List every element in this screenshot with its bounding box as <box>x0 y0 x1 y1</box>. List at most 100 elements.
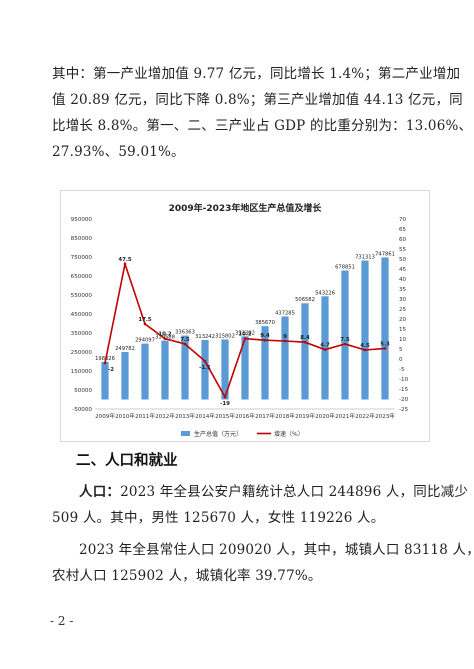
x-tick-label: 2018年 <box>275 412 295 420</box>
bar-value-labels: 1983262497822940973105883363633132423158… <box>95 251 395 361</box>
bar <box>321 296 329 400</box>
bar-value-label: 385670 <box>255 320 275 326</box>
bar-value-label: 543226 <box>315 290 335 296</box>
y-left-tick-label: 750000 <box>71 255 93 261</box>
growth-point <box>103 361 107 365</box>
growth-value-label: -1.1 <box>199 365 211 371</box>
y-left-tick-label: 550000 <box>71 293 93 299</box>
y-right-tick-label: -20 <box>399 397 409 403</box>
x-tick-label: 2010年 <box>115 412 135 420</box>
x-tick-label: 2012年 <box>155 412 175 420</box>
growth-point <box>123 262 127 266</box>
y-left-tick-label: 950000 <box>71 217 93 223</box>
x-tick-label: 2017年 <box>255 412 275 420</box>
y-right-tick-label: 50 <box>399 257 407 263</box>
growth-point <box>143 322 147 326</box>
bar <box>221 339 229 400</box>
bar-value-label: 315802 <box>215 333 235 339</box>
y-left-tick-label: 250000 <box>71 350 93 356</box>
growth-value-label: 9 <box>283 334 287 340</box>
x-tick-label: 2019年 <box>295 412 315 420</box>
y-right-tick-label: 15 <box>399 327 407 333</box>
y-right-tick-label: 25 <box>399 307 407 313</box>
y-right-tick-label: 60 <box>399 237 407 243</box>
text-segment: 2023 年全县公安户籍统计总人口 244896 人，同比减少 <box>120 484 469 500</box>
bar-value-label: 198326 <box>95 356 115 362</box>
growth-value-label: 8.4 <box>300 335 310 341</box>
y-right-tick-label: 65 <box>399 227 407 233</box>
growth-value-label: 9.4 <box>260 333 270 339</box>
growth-value-label: 7.5 <box>180 337 190 343</box>
x-tick-label: 2022年 <box>355 412 375 420</box>
bar <box>201 339 209 400</box>
bar <box>241 336 249 400</box>
bar-value-label: 313242 <box>195 334 215 340</box>
text-line: 其中：第一产业增加值 9.77 亿元，同比增长 1.4%；第二产业增加 <box>52 66 461 82</box>
section-heading: 二、人口和就业 <box>76 453 178 469</box>
growth-value-label: 4.7 <box>320 343 330 349</box>
bar <box>141 343 149 400</box>
bar <box>341 270 349 400</box>
growth-point <box>343 342 347 346</box>
y-left-tick-label: 350000 <box>71 331 93 337</box>
text-line: 农村人口 125902 人，城镇化率 39.77%。 <box>52 568 322 584</box>
x-tick-label: 2014年 <box>195 412 215 420</box>
bar-value-label: 731313 <box>355 255 375 261</box>
growth-point <box>283 339 287 343</box>
growth-point <box>323 348 327 351</box>
bar-value-label: 506582 <box>295 297 315 303</box>
growth-point <box>163 337 167 340</box>
x-tick-label: 2023年 <box>375 412 395 420</box>
growth-value-label: 10.2 <box>158 332 172 338</box>
bar <box>121 352 129 400</box>
growth-point <box>383 347 387 350</box>
chart-legend: 生产总值（万元） 增速（%） <box>181 430 304 438</box>
growth-line-series <box>103 260 387 399</box>
bar-value-label: 437285 <box>275 310 295 316</box>
y-right-tick-label: 45 <box>399 267 407 273</box>
bar-value-label: 249782 <box>115 346 135 352</box>
y-right-tick-label: 30 <box>399 297 407 303</box>
x-tick-label: 2013年 <box>175 412 195 420</box>
y-left-tick-label: -50000 <box>72 407 92 413</box>
y-left-tick-label: 50000 <box>74 388 92 394</box>
y-right-tick-label: 10 <box>399 337 407 343</box>
x-tick-label: 2020年 <box>315 412 335 420</box>
y-right-tick-label: 70 <box>399 217 407 223</box>
bar <box>281 316 289 400</box>
growth-point <box>183 342 187 346</box>
growth-point <box>243 337 247 340</box>
growth-point <box>223 395 227 399</box>
text-line: 比增长 8.8%。第一、二、三产业占 GDP 的比重分别为：13.06%、 <box>52 118 473 134</box>
bar-value-label: 747861 <box>375 251 395 257</box>
y-right-tick-label: -10 <box>399 377 409 383</box>
right-axis: 7065605550454035302520151050-5-10-15-20-… <box>399 217 409 413</box>
growth-point <box>363 348 367 352</box>
bar <box>101 361 109 400</box>
x-tick-label: 2015年 <box>215 412 235 420</box>
legend-line-label: 增速（%） <box>274 430 304 438</box>
y-right-tick-label: -25 <box>399 407 409 413</box>
bar-value-label: 336363 <box>175 330 195 336</box>
y-right-tick-label: 5 <box>399 347 403 353</box>
x-tick-label: 2021年 <box>335 412 355 420</box>
growth-point <box>203 359 207 363</box>
growth-point <box>263 338 267 342</box>
growth-value-label: 47.5 <box>118 257 132 263</box>
legend-bar-swatch <box>181 431 190 436</box>
y-left-tick-label: 850000 <box>71 236 93 242</box>
growth-value-label: 10.2 <box>238 332 252 338</box>
growth-value-label: 5.3 <box>380 341 390 347</box>
growth-value-label: 17.5 <box>138 317 152 323</box>
growth-value-label: -2 <box>108 367 114 373</box>
bar <box>161 340 169 400</box>
growth-value-label: 4.5 <box>360 343 370 349</box>
population-label: 人口： <box>79 484 121 500</box>
y-right-tick-label: 35 <box>399 287 407 293</box>
y-right-tick-label: 20 <box>399 317 407 323</box>
text-line: 2023 年全县常住人口 209020 人，其中，城镇人口 83118 人， <box>79 542 474 558</box>
growth-point <box>303 340 307 344</box>
y-right-tick-label: 0 <box>399 357 403 363</box>
x-axis: 2009年 2010年 2011年 2012年 2013年 2014年 2015年 2016年… <box>95 408 395 420</box>
paragraph-gdp-structure: 其中：第一产业增加值 9.77 亿元，同比增长 1.4%；第二产业增加 值 20… <box>52 61 473 165</box>
